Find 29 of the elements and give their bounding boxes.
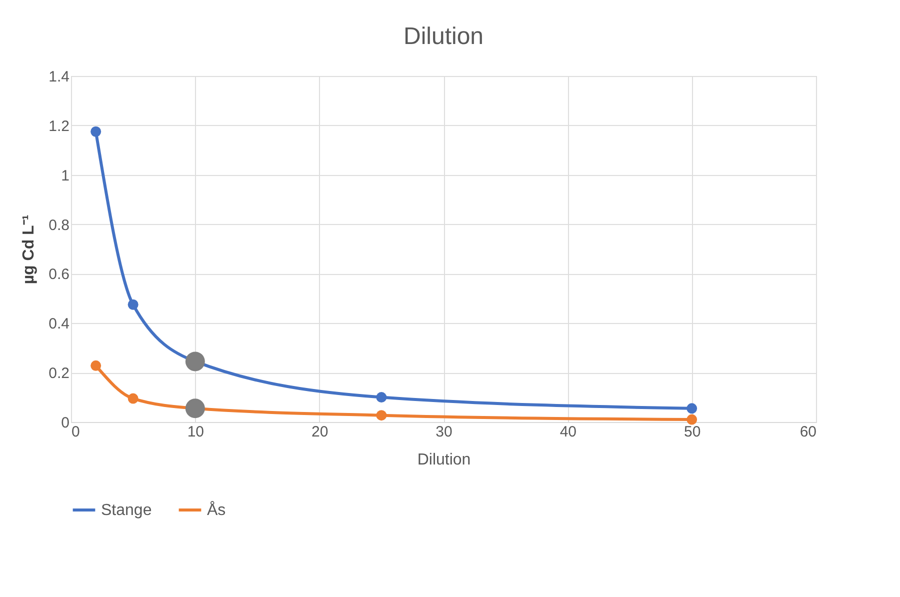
legend-label: Stange <box>101 502 152 519</box>
x-tick-label: 30 <box>436 424 452 440</box>
x-tick-label: 40 <box>560 424 577 440</box>
legend-label: Ås <box>207 501 226 519</box>
y-tick-label: 0.6 <box>48 266 70 284</box>
x-tick-label: 50 <box>684 424 701 440</box>
point <box>128 299 138 310</box>
x-tick-label: 60 <box>800 424 816 440</box>
point <box>185 398 205 418</box>
y-tick-label: 1 <box>61 167 70 184</box>
y-tick-label: 1.4 <box>48 68 70 86</box>
x-tick-label: 20 <box>311 424 328 440</box>
x-tick-label: 10 <box>187 424 204 440</box>
y-tick-label: 0.8 <box>48 216 70 234</box>
point <box>185 352 205 372</box>
point <box>128 393 138 404</box>
x-axis-title: Dilution <box>417 452 471 468</box>
x-tick-label: 0 <box>72 424 80 440</box>
y-axis-title: µg Cd L⁻¹ <box>20 214 38 284</box>
point <box>686 403 698 414</box>
chart-title: Dilution <box>403 23 484 50</box>
point <box>376 392 387 403</box>
y-tick-label: 0.2 <box>48 365 70 382</box>
point <box>686 414 698 425</box>
point <box>376 410 387 421</box>
point <box>90 126 102 137</box>
y-tick-label: 1.2 <box>48 118 70 135</box>
point <box>90 360 102 371</box>
y-tick-label: 0.4 <box>48 316 70 333</box>
